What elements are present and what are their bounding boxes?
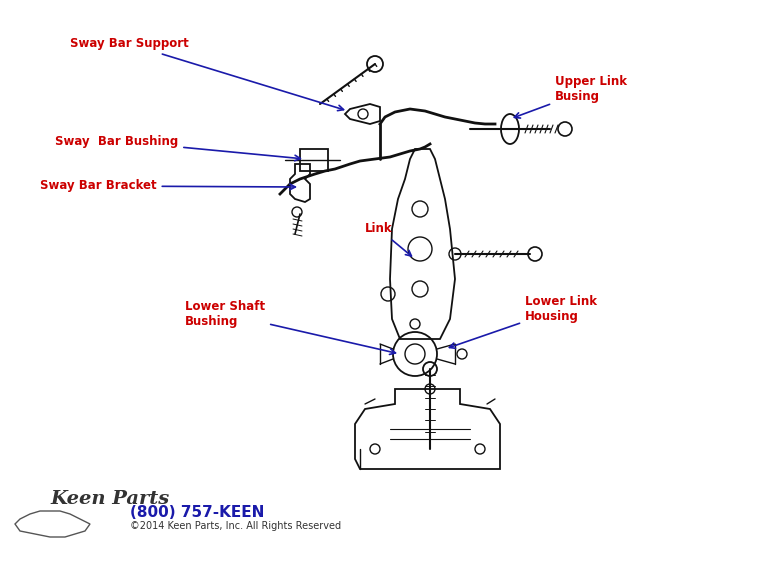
Text: Lower Shaft
Bushing: Lower Shaft Bushing: [185, 300, 396, 354]
Text: Sway  Bar Bushing: Sway Bar Bushing: [55, 134, 300, 161]
Text: Upper Link
Busing: Upper Link Busing: [514, 75, 627, 118]
Text: (800) 757-KEEN: (800) 757-KEEN: [130, 505, 264, 520]
Text: Lower Link
Housing: Lower Link Housing: [450, 295, 597, 349]
Text: Link: Link: [365, 222, 411, 256]
Text: Sway Bar Support: Sway Bar Support: [70, 38, 343, 111]
Text: ©2014 Keen Parts, Inc. All Rights Reserved: ©2014 Keen Parts, Inc. All Rights Reserv…: [130, 521, 341, 531]
Text: Keen Parts: Keen Parts: [50, 490, 169, 508]
Text: Sway Bar Bracket: Sway Bar Bracket: [40, 179, 296, 192]
